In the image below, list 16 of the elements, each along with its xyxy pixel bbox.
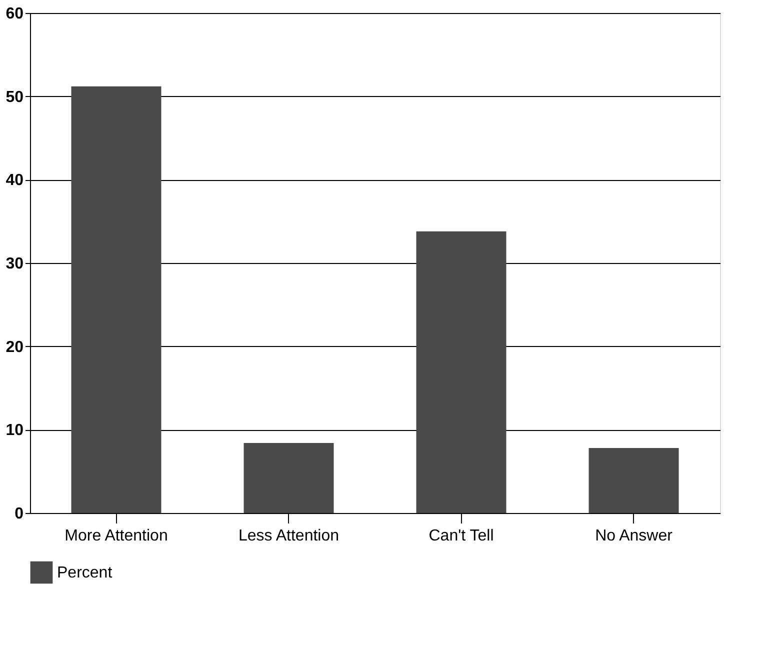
y-tick-label: 10 bbox=[6, 422, 24, 440]
x-tick-label: More Attention bbox=[64, 528, 168, 544]
x-tick-label: Less Attention bbox=[238, 528, 340, 544]
y-tick-label: 0 bbox=[14, 506, 24, 522]
y-tick-label: 30 bbox=[6, 256, 24, 272]
bar bbox=[416, 231, 506, 513]
x-tick-label: Can't Tell bbox=[428, 528, 494, 544]
y-tick-label: 20 bbox=[6, 338, 24, 356]
bar bbox=[71, 86, 162, 513]
y-tick-label: 40 bbox=[6, 172, 24, 190]
bar bbox=[244, 443, 334, 513]
y-tick-label: 60 bbox=[6, 6, 24, 22]
legend-label: Percent bbox=[57, 564, 113, 582]
x-tick-label: No Answer bbox=[595, 528, 674, 544]
y-tick-label: 50 bbox=[6, 88, 24, 106]
bar bbox=[588, 448, 679, 513]
